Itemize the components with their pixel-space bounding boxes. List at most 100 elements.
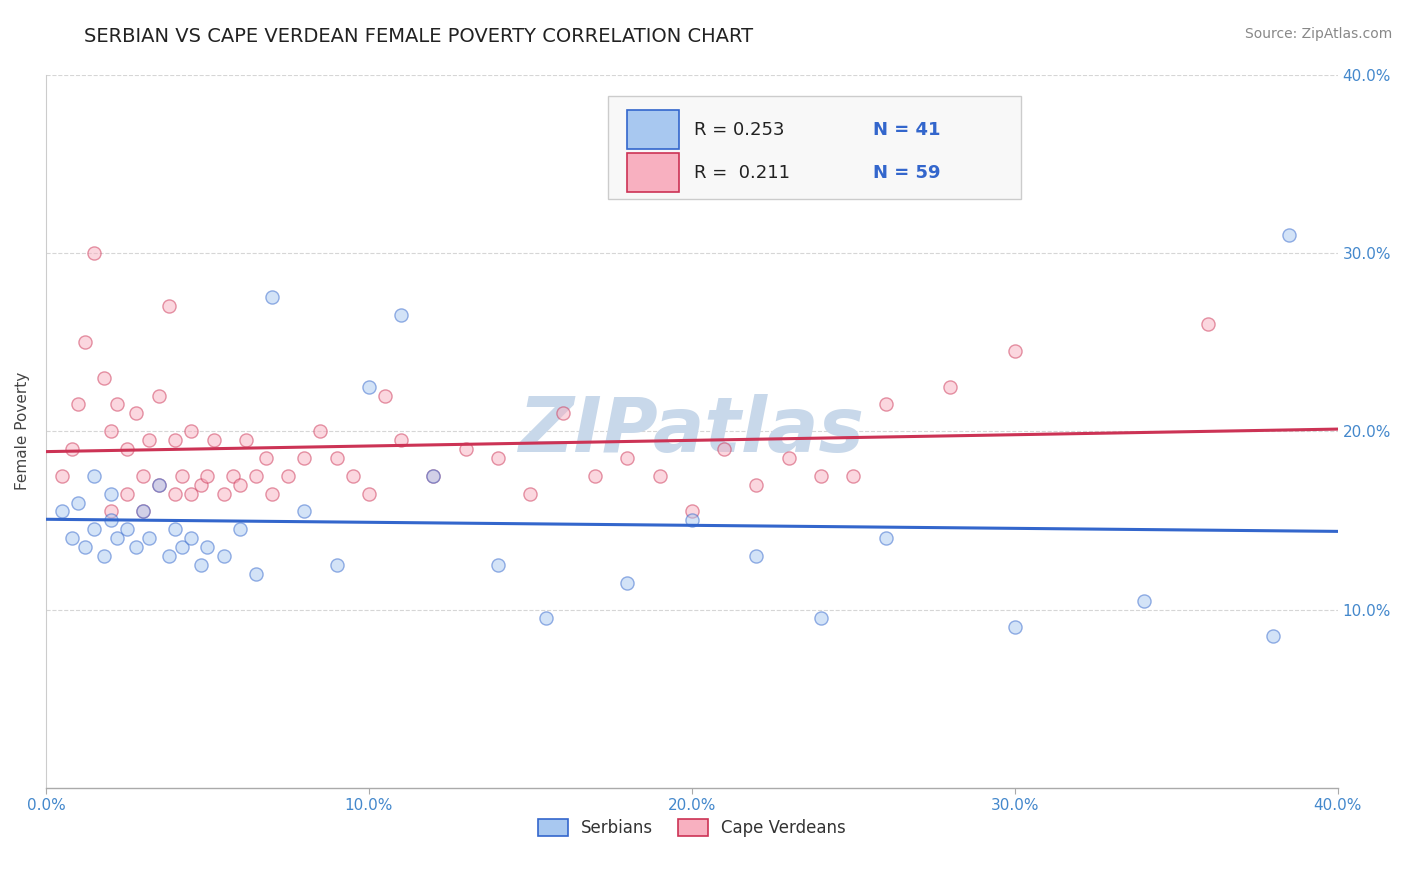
Text: N = 41: N = 41: [873, 121, 941, 139]
Point: [1004, 620, 1026, 634]
Point: [190, 558, 212, 572]
Point: [132, 504, 155, 518]
Y-axis label: Female Poverty: Female Poverty: [15, 372, 30, 491]
Point: [180, 424, 202, 438]
Point: [616, 450, 638, 465]
Point: [536, 611, 558, 625]
Point: [60, 531, 83, 545]
Point: [713, 442, 735, 456]
Point: [115, 486, 138, 500]
Point: [157, 549, 180, 563]
Point: [148, 388, 170, 402]
Point: [132, 468, 155, 483]
Point: [125, 540, 148, 554]
Point: [138, 531, 160, 545]
Point: [51, 468, 73, 483]
Point: [422, 468, 444, 483]
Point: [125, 406, 148, 420]
Point: [212, 549, 235, 563]
Point: [212, 486, 235, 500]
Point: [83, 245, 105, 260]
Point: [235, 433, 257, 447]
Text: N = 59: N = 59: [873, 164, 941, 182]
Point: [325, 558, 347, 572]
Point: [190, 477, 212, 491]
Point: [245, 468, 267, 483]
Point: [60, 442, 83, 456]
Point: [180, 486, 202, 500]
Point: [83, 522, 105, 536]
Point: [842, 468, 865, 483]
Point: [105, 397, 128, 411]
Point: [148, 477, 170, 491]
Point: [583, 468, 606, 483]
Point: [342, 468, 364, 483]
Point: [100, 486, 122, 500]
Point: [1278, 227, 1301, 242]
Text: R =  0.211: R = 0.211: [695, 164, 790, 182]
Point: [277, 468, 299, 483]
Point: [228, 477, 250, 491]
Point: [73, 334, 96, 349]
Point: [115, 442, 138, 456]
Point: [228, 522, 250, 536]
Point: [486, 558, 509, 572]
Text: R = 0.253: R = 0.253: [695, 121, 785, 139]
Point: [157, 299, 180, 313]
Point: [197, 540, 219, 554]
Point: [170, 540, 193, 554]
Point: [165, 486, 187, 500]
Point: [745, 477, 768, 491]
Point: [254, 450, 277, 465]
Point: [681, 513, 703, 527]
Point: [67, 397, 90, 411]
Point: [93, 370, 115, 384]
Point: [357, 486, 380, 500]
Point: [100, 504, 122, 518]
Point: [1261, 629, 1284, 643]
Point: [309, 424, 332, 438]
Point: [875, 397, 897, 411]
Point: [105, 531, 128, 545]
Point: [1004, 343, 1026, 358]
FancyBboxPatch shape: [607, 96, 1021, 199]
Point: [357, 379, 380, 393]
Point: [1133, 593, 1156, 607]
Point: [148, 477, 170, 491]
FancyBboxPatch shape: [627, 153, 679, 192]
Text: ZIPatlas: ZIPatlas: [519, 394, 865, 468]
Point: [138, 433, 160, 447]
Point: [115, 522, 138, 536]
Point: [486, 450, 509, 465]
Point: [202, 433, 225, 447]
Point: [51, 504, 73, 518]
Point: [325, 450, 347, 465]
Text: SERBIAN VS CAPE VERDEAN FEMALE POVERTY CORRELATION CHART: SERBIAN VS CAPE VERDEAN FEMALE POVERTY C…: [84, 27, 754, 45]
Point: [939, 379, 962, 393]
Point: [292, 504, 315, 518]
Point: [67, 495, 90, 509]
Point: [197, 468, 219, 483]
Point: [810, 611, 832, 625]
Point: [422, 468, 444, 483]
Point: [165, 433, 187, 447]
Point: [551, 406, 574, 420]
Point: [83, 468, 105, 483]
Text: Source: ZipAtlas.com: Source: ZipAtlas.com: [1244, 27, 1392, 41]
Point: [454, 442, 477, 456]
Point: [648, 468, 671, 483]
Point: [132, 504, 155, 518]
Point: [245, 566, 267, 581]
Point: [875, 531, 897, 545]
Point: [389, 433, 412, 447]
Point: [389, 308, 412, 322]
Point: [260, 290, 283, 304]
Point: [222, 468, 245, 483]
Point: [1198, 317, 1220, 331]
Point: [292, 450, 315, 465]
Point: [519, 486, 541, 500]
Point: [93, 549, 115, 563]
Point: [170, 468, 193, 483]
Point: [778, 450, 800, 465]
Point: [260, 486, 283, 500]
